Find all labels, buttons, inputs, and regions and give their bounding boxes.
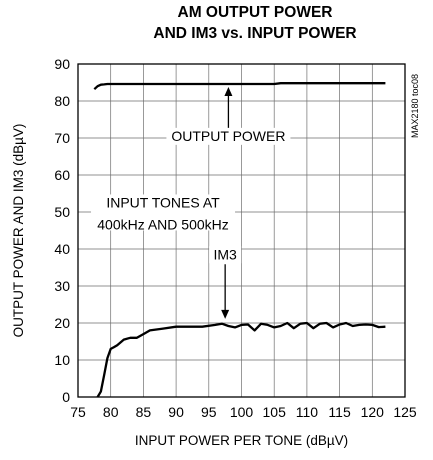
x-tick-label: 120 <box>361 404 385 420</box>
input-tones-label-line-1: INPUT TONES AT <box>106 194 220 210</box>
label-background <box>166 127 291 145</box>
y-tick-label: 80 <box>54 93 70 109</box>
annotations: OUTPUT POWER INPUT TONES AT 400kHz AND 500… <box>91 86 291 319</box>
chart-title-line-2: AND IM3 vs. INPUT POWER <box>153 25 357 42</box>
y-tick-label: 70 <box>54 130 70 146</box>
x-tick-label: 125 <box>393 404 417 420</box>
input-tones-label-line-2: 400kHz AND 500kHz <box>97 217 229 233</box>
x-tick-label: 105 <box>263 404 287 420</box>
y-tick-label: 60 <box>54 167 70 183</box>
x-tick-label: 95 <box>201 404 217 420</box>
y-tick-label: 20 <box>54 315 70 331</box>
x-tick-label: 100 <box>230 404 254 420</box>
x-tick-label: 115 <box>328 404 351 420</box>
y-tick-label: 30 <box>54 278 70 294</box>
im3-label: IM3 <box>213 246 237 262</box>
output-power-arrow-head <box>224 86 233 96</box>
series-lines <box>93 82 386 398</box>
label-background <box>209 246 242 264</box>
tick-labels: 75 80 85 90 95 100 105 110 115 120 125 0 10 20 30 40 50 6… <box>54 56 416 420</box>
x-tick-label: 80 <box>103 404 119 420</box>
x-tick-label: 110 <box>296 404 319 420</box>
y-tick-label: 40 <box>54 241 70 257</box>
y-axis-label: OUTPUT POWER AND IM3 (dBµV) <box>11 124 26 338</box>
x-tick-label: 90 <box>168 404 184 420</box>
x-tick-label: 85 <box>136 404 152 420</box>
output-power-label: OUTPUT POWER <box>171 128 285 144</box>
figure-code-label: MAX2180 toc08 <box>410 74 420 138</box>
series-line-im3 <box>96 321 386 398</box>
x-axis-label: INPUT POWER PER TONE (dBµV) <box>135 433 348 448</box>
y-tick-label: 10 <box>54 352 70 368</box>
label-background <box>91 194 236 231</box>
series-line-output-power <box>93 82 386 91</box>
y-tick-label: 0 <box>62 389 70 405</box>
plot-frame <box>77 63 406 398</box>
y-tick-label: 90 <box>54 56 70 72</box>
y-tick-label: 50 <box>54 204 70 220</box>
im3-arrow-head <box>221 309 230 319</box>
x-tick-label: 75 <box>70 404 86 420</box>
chart-title-line-1: AM OUTPUT POWER <box>177 4 333 21</box>
